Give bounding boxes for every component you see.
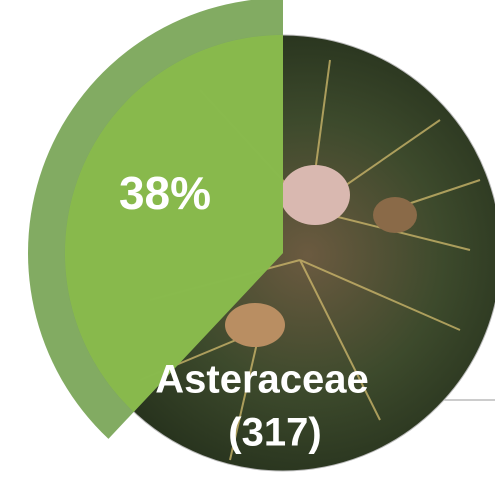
pie-wedge-inner (65, 35, 283, 412)
percent-label: 38% (119, 167, 211, 219)
category-label: Asteraceae (155, 358, 369, 402)
count-label: (317) (228, 411, 321, 455)
